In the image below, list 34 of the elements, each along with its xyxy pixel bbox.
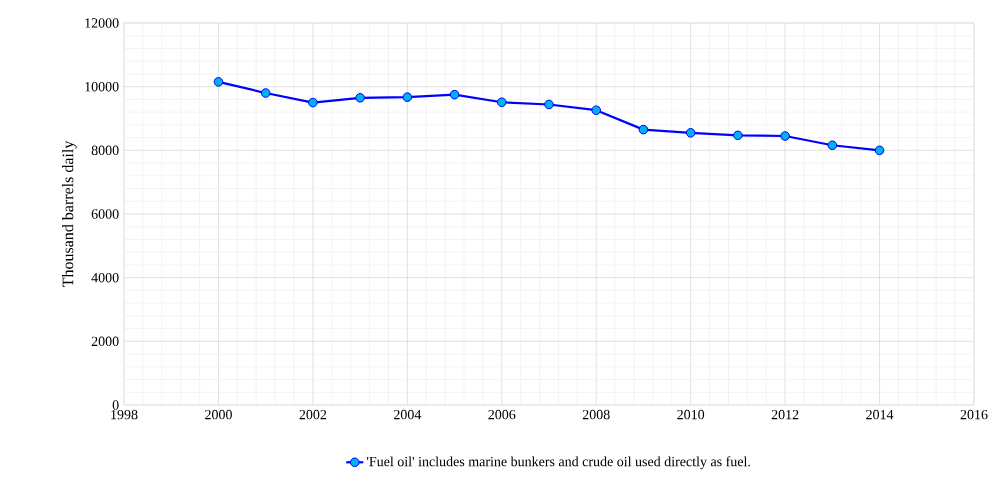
x-tick-label: 2008 <box>582 409 610 420</box>
x-tick-label: 2010 <box>677 409 705 420</box>
x-tick-label: 2004 <box>393 409 422 420</box>
point <box>591 105 602 116</box>
x-tick-label: 2014 <box>866 409 894 420</box>
point <box>733 130 743 141</box>
point <box>544 99 554 110</box>
point <box>780 131 790 141</box>
legend-label: 'Fuel oil' includes marine bunkers and crude oil used directly as fuel. <box>366 456 750 470</box>
point <box>449 89 460 100</box>
y-tick-label: 8000 <box>91 145 119 156</box>
x-tick-label: 2006 <box>488 409 516 420</box>
x-tick-label: 2000 <box>205 409 232 420</box>
point <box>638 124 649 135</box>
point <box>213 77 224 87</box>
y-tick-label: 4000 <box>91 272 119 283</box>
x-tick-label: 2012 <box>771 409 799 420</box>
y-axis-title: Thousand barrels daily <box>62 140 77 288</box>
point <box>355 93 365 103</box>
point <box>685 128 696 138</box>
point <box>496 97 507 108</box>
y-tick-label: 12000 <box>85 18 119 28</box>
x-tick-label: 2002 <box>299 409 327 420</box>
point <box>308 97 318 108</box>
point <box>874 145 885 156</box>
point <box>260 88 271 98</box>
y-tick-label: 0 <box>112 400 119 410</box>
y-tick-label: 2000 <box>91 336 119 347</box>
x-tick-label: 2016 <box>960 409 988 420</box>
point <box>402 92 413 102</box>
x-tick-label: 1998 <box>111 409 138 420</box>
y-tick-label: 10000 <box>85 81 119 92</box>
y-tick-label: 6000 <box>91 209 119 219</box>
point <box>827 140 838 151</box>
